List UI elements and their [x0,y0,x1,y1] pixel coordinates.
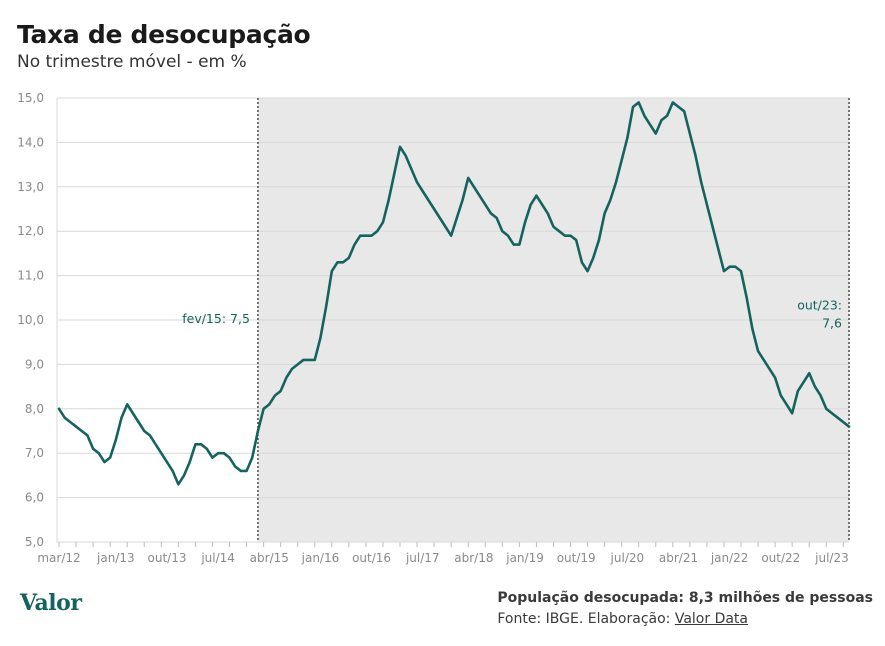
x-tick-label: out/16 [352,551,391,565]
footer: População desocupada: 8,3 milhões de pes… [497,590,873,627]
y-tick-label: 5,0 [25,535,44,549]
source-link[interactable]: Valor Data [674,611,749,627]
x-tick-label: out/19 [557,551,596,565]
valor-logo: Valor [20,590,82,616]
footer-source: Fonte: IBGE. Elaboração: Valor Data [497,611,873,627]
x-tick-label: abr/15 [250,551,289,565]
y-tick-label: 12,0 [17,224,44,238]
x-tick-label: jul/20 [610,551,645,565]
footer-note: População desocupada: 8,3 milhões de pes… [497,590,873,606]
x-tick-label: out/22 [761,551,800,565]
x-tick-label: mar/12 [37,551,80,565]
series-line [57,101,851,486]
x-tick-label: abr/18 [454,551,493,565]
x-tick-label: jan/13 [96,551,135,565]
annotation-end-date: out/23: [797,298,842,313]
y-tick-label: 8,0 [25,402,44,416]
chart-subtitle: No trimestre móvel - em % [17,52,247,72]
y-axis-ticks: 5,0 6,0 7,0 8,0 9,0 10,0 11,0 12,0 13,0 14,0 15,0 [17,91,44,549]
x-tick-label: jan/16 [301,551,340,565]
annotation-end-value: 7,6 [822,315,842,330]
y-tick-label: 14,0 [17,135,44,149]
x-tick-label: jan/22 [710,551,749,565]
chart-title: Taxa de desocupação [17,20,311,49]
x-tick-label: jan/19 [505,551,544,565]
x-axis-ticks: mar/12 jan/13 out/13 jul/14 abr/15 jan/16 out/… [37,542,849,565]
source-prefix: Fonte: IBGE. Elaboração: [497,611,671,627]
x-tick-label: jul/23 [814,551,849,565]
y-tick-label: 9,0 [25,357,44,371]
y-tick-label: 6,0 [25,491,44,505]
x-tick-label: abr/21 [659,551,698,565]
annotation-start: fev/15: 7,5 [182,311,250,326]
y-tick-label: 7,0 [25,446,44,460]
grid [56,97,849,543]
y-tick-label: 11,0 [17,269,44,283]
y-tick-label: 15,0 [17,91,44,105]
x-tick-label: jul/14 [200,551,235,565]
y-tick-label: 10,0 [17,313,44,327]
x-tick-label: jul/17 [405,551,440,565]
y-tick-label: 13,0 [17,180,44,194]
x-tick-label: out/13 [148,551,187,565]
